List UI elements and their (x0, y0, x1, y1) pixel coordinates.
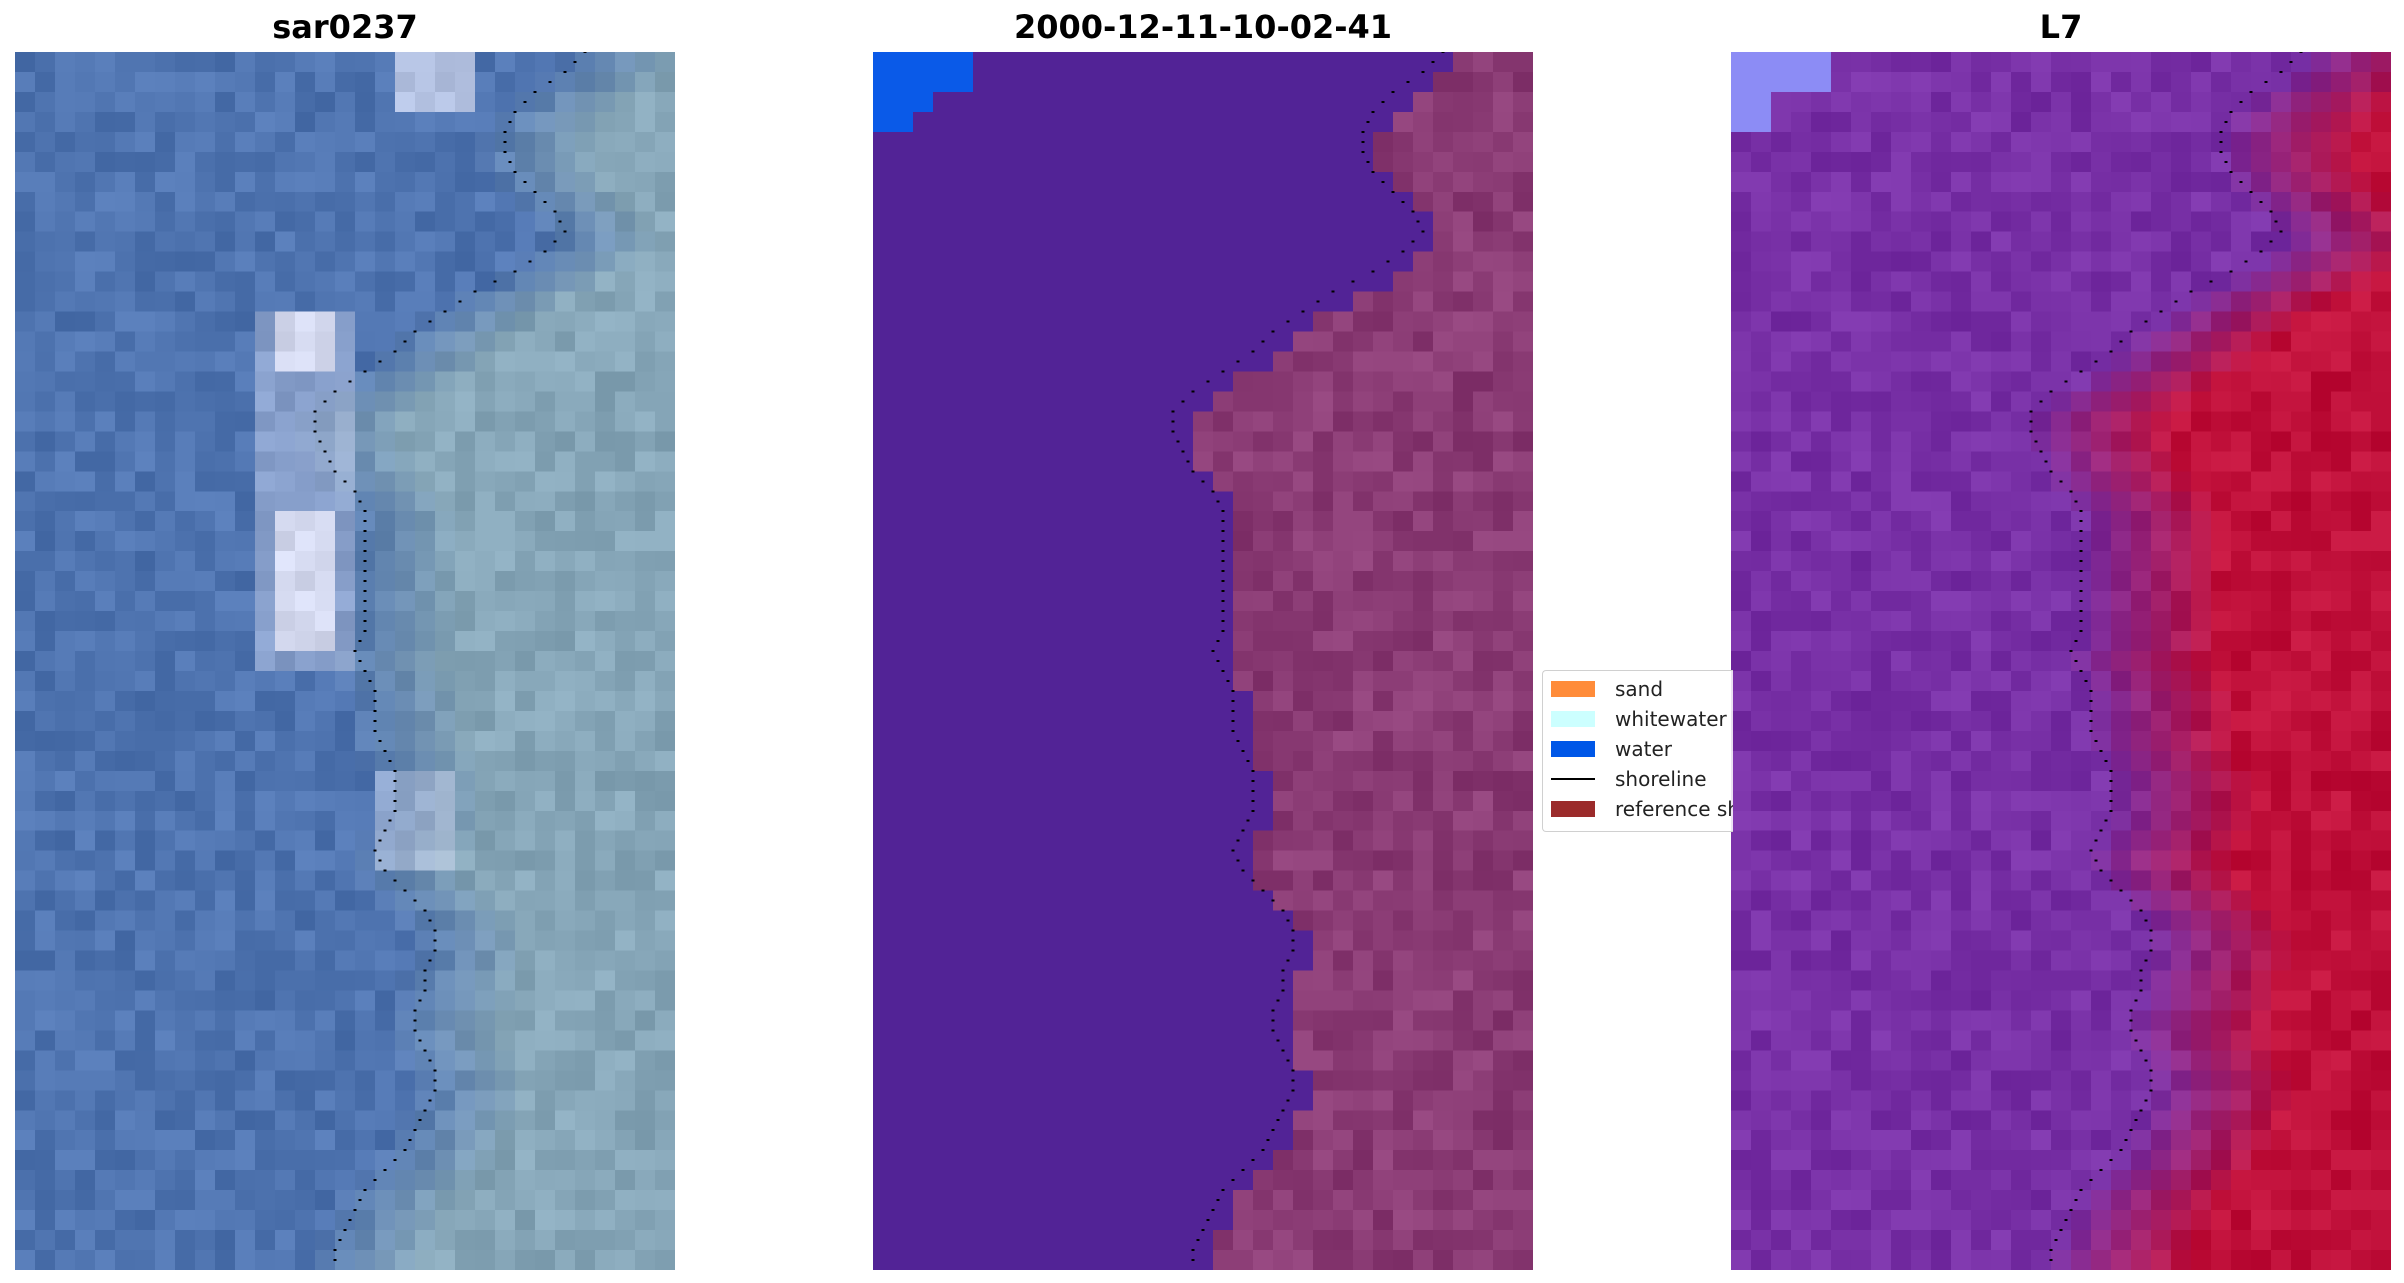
panel-title-sar: sar0237 (272, 8, 418, 46)
legend-label: whitewater (1615, 707, 1727, 731)
shoreline-line-icon (1551, 778, 1595, 780)
legend-label: shoreline (1615, 767, 1707, 791)
legend-label: water (1615, 737, 1672, 761)
index-satellite-image (1731, 52, 2391, 1270)
index-image-panel (1731, 52, 2391, 1270)
rgb-satellite-image (15, 52, 675, 1270)
sand-swatch-icon (1551, 681, 1595, 697)
classified-satellite-image (873, 52, 1533, 1270)
legend-label: reference shoreline (1615, 797, 1733, 821)
legend-label: sand (1615, 677, 1664, 701)
classified-image-panel (873, 52, 1533, 1270)
panel-title-l7: L7 (2039, 8, 2083, 46)
panel-title-date: 2000-12-11-10-02-41 (1013, 8, 1393, 46)
reference-shoreline-swatch-icon (1551, 801, 1595, 817)
legend: sand whitewater water shoreline referenc… (1542, 670, 1733, 832)
rgb-image-panel (15, 52, 675, 1270)
water-swatch-icon (1551, 741, 1595, 757)
whitewater-swatch-icon (1551, 711, 1595, 727)
